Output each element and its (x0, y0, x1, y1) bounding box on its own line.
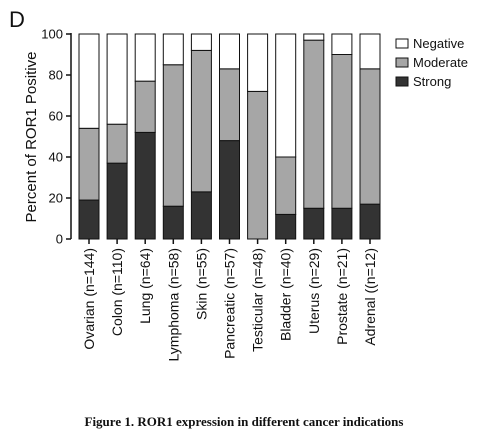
bar-segment-moderate (106, 123, 128, 164)
bar-segment-negative (331, 33, 353, 55)
y-tick-label: 60 (49, 109, 63, 124)
y-tick-label: 20 (49, 191, 63, 206)
x-category-label: Testicular (n=48) (250, 248, 266, 352)
bar-segment-strong (359, 203, 381, 240)
legend-swatch-strong (395, 76, 409, 87)
x-category-label: Ovarian (n=144) (81, 248, 97, 350)
y-axis-label: Percent of ROR1 Positive (23, 52, 40, 223)
bar-segment-moderate (162, 64, 184, 207)
plot-area: 0 20 40 60 80 100 Ovarian (n=144) Colon (n=110)… (41, 27, 381, 361)
bar-segment-moderate (359, 68, 381, 205)
y-tick-label: 40 (49, 150, 63, 165)
bar-segment-strong (219, 140, 240, 240)
bar-segment-strong (162, 205, 184, 240)
x-category-label: Bladder (n=40) (278, 248, 294, 341)
y-tick-label: 0 (56, 232, 63, 247)
y-tick-label: 80 (49, 68, 63, 83)
figure-caption: Figure 1. ROR1 expression in different c… (84, 414, 404, 429)
x-category-label: Colon (n=110) (109, 248, 125, 336)
bar-segment-strong (106, 162, 128, 240)
x-category-label: Uterus (n=29) (306, 248, 322, 334)
bar-segment-moderate (247, 90, 269, 240)
legend-label: Moderate (413, 55, 468, 70)
bar-segment-strong (331, 207, 353, 240)
bar-segment-moderate (78, 127, 100, 201)
bar-segment-negative (275, 33, 297, 158)
x-category-label: Skin (n=55) (193, 248, 209, 320)
bar-segment-negative (162, 33, 184, 66)
x-category-label: Pancreatic (n=57) (222, 248, 238, 359)
bar-segment-negative (303, 33, 325, 41)
bar-segment-moderate (303, 39, 325, 209)
legend-label: Strong (413, 74, 451, 89)
bar-segment-moderate (190, 49, 212, 193)
panel-label: D (9, 7, 25, 32)
bar-segment-negative (219, 33, 240, 70)
x-category-label: Adrenal ((n=12) (362, 248, 378, 346)
legend-swatch-negative (395, 38, 409, 49)
legend-swatch-moderate (395, 57, 409, 68)
bar-segment-negative (78, 33, 100, 129)
bar-segment-negative (247, 33, 269, 92)
bar-segment-strong (134, 131, 156, 240)
legend: Negative Moderate Strong (395, 36, 468, 89)
bar-segment-strong (275, 213, 297, 240)
bar-segment-negative (359, 33, 381, 70)
bar-segment-negative (106, 33, 128, 125)
bar-segment-negative (190, 33, 212, 51)
x-category-label: Lung (n=64) (137, 248, 153, 324)
bar-segment-negative (134, 33, 156, 82)
x-category-label: Lymphoma (n=58) (165, 248, 181, 361)
x-category-label: Prostate (n=21) (334, 248, 350, 345)
bar-segment-moderate (219, 68, 240, 142)
bar-segment-strong (303, 207, 325, 240)
y-tick-label: 100 (41, 27, 63, 42)
bar-segment-strong (78, 199, 100, 240)
bar-segment-moderate (275, 156, 297, 215)
legend-label: Negative (413, 36, 464, 51)
bar-segment-moderate (331, 54, 353, 209)
bar-segment-strong (190, 191, 212, 240)
bar-segment-moderate (134, 80, 156, 133)
